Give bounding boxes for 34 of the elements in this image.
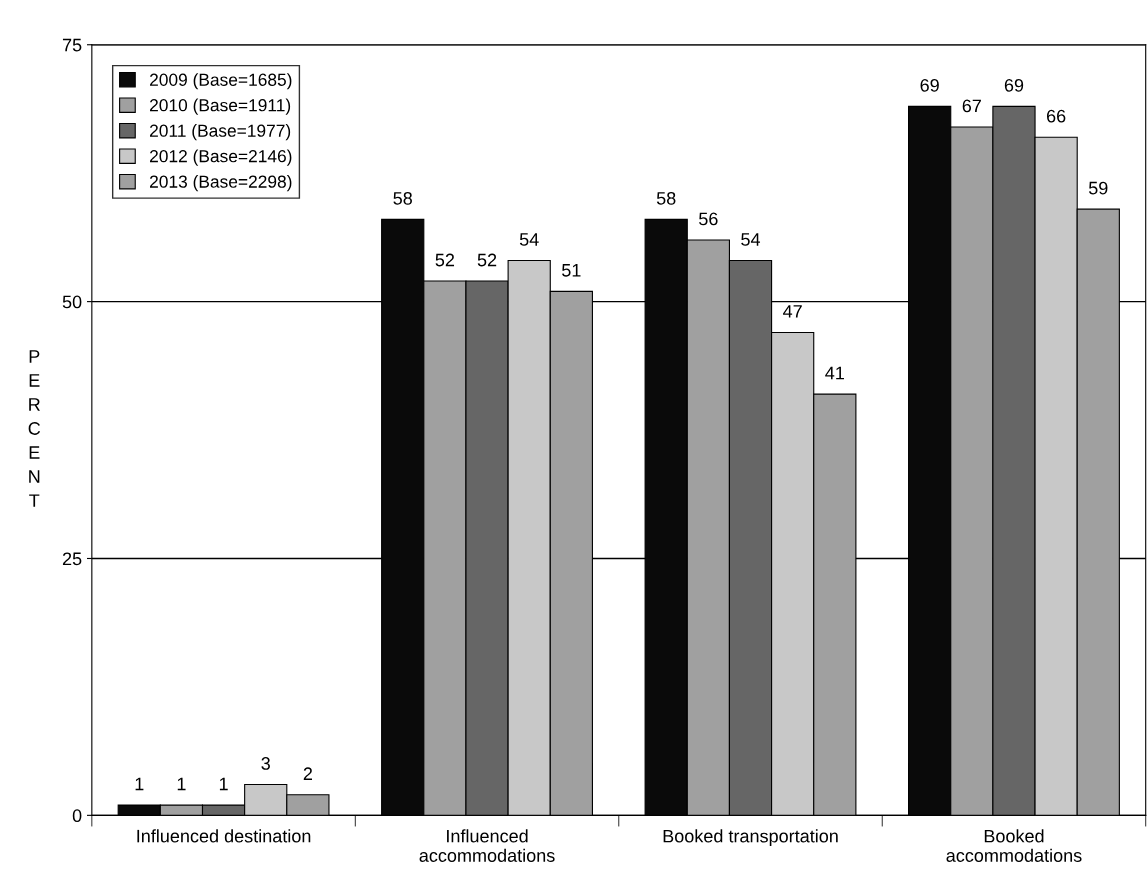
data-label: 58 bbox=[656, 191, 676, 205]
data-label: 56 bbox=[699, 212, 718, 226]
data-label: 54 bbox=[519, 233, 539, 246]
data-label: 51 bbox=[562, 264, 581, 277]
y-tick-label: 25 bbox=[62, 552, 82, 566]
y-tick-label: 0 bbox=[72, 809, 82, 823]
legend-label: 2009 (Base=1685) bbox=[150, 73, 292, 90]
data-label: 1 bbox=[219, 777, 228, 791]
data-label: 1 bbox=[177, 777, 186, 791]
y-tick-label: 75 bbox=[62, 38, 82, 52]
data-label: 69 bbox=[920, 78, 939, 92]
data-label: 47 bbox=[783, 305, 802, 318]
data-label: 2 bbox=[303, 767, 312, 780]
data-label: 52 bbox=[477, 253, 497, 267]
data-label: 66 bbox=[1047, 109, 1066, 123]
data-label: 41 bbox=[825, 366, 844, 380]
legend-label: 2011 (Base=1977) bbox=[150, 124, 291, 141]
data-label: 59 bbox=[1088, 181, 1108, 195]
data-label: 3 bbox=[261, 757, 270, 770]
x-tick-label: Booked accommodations bbox=[946, 829, 1082, 862]
data-label: 67 bbox=[962, 99, 981, 113]
legend-label: 2010 (Base=1911) bbox=[150, 98, 291, 115]
data-label: 54 bbox=[741, 233, 761, 246]
data-label: 58 bbox=[393, 191, 412, 205]
data-label: 69 bbox=[1004, 78, 1024, 92]
legend-label: 2012 (Base=2146) bbox=[150, 149, 292, 166]
x-tick-label: Influenced destination bbox=[137, 829, 311, 843]
data-label: 52 bbox=[435, 253, 455, 267]
x-tick-label: Influenced accommodations bbox=[419, 829, 555, 862]
data-label: 1 bbox=[135, 777, 144, 791]
y-tick-label: 50 bbox=[62, 295, 82, 309]
legend-label: 2013 (Base=2298) bbox=[150, 175, 292, 192]
y-axis-title: PERCENT bbox=[28, 350, 41, 507]
x-tick-label: Booked transportation bbox=[663, 829, 838, 847]
